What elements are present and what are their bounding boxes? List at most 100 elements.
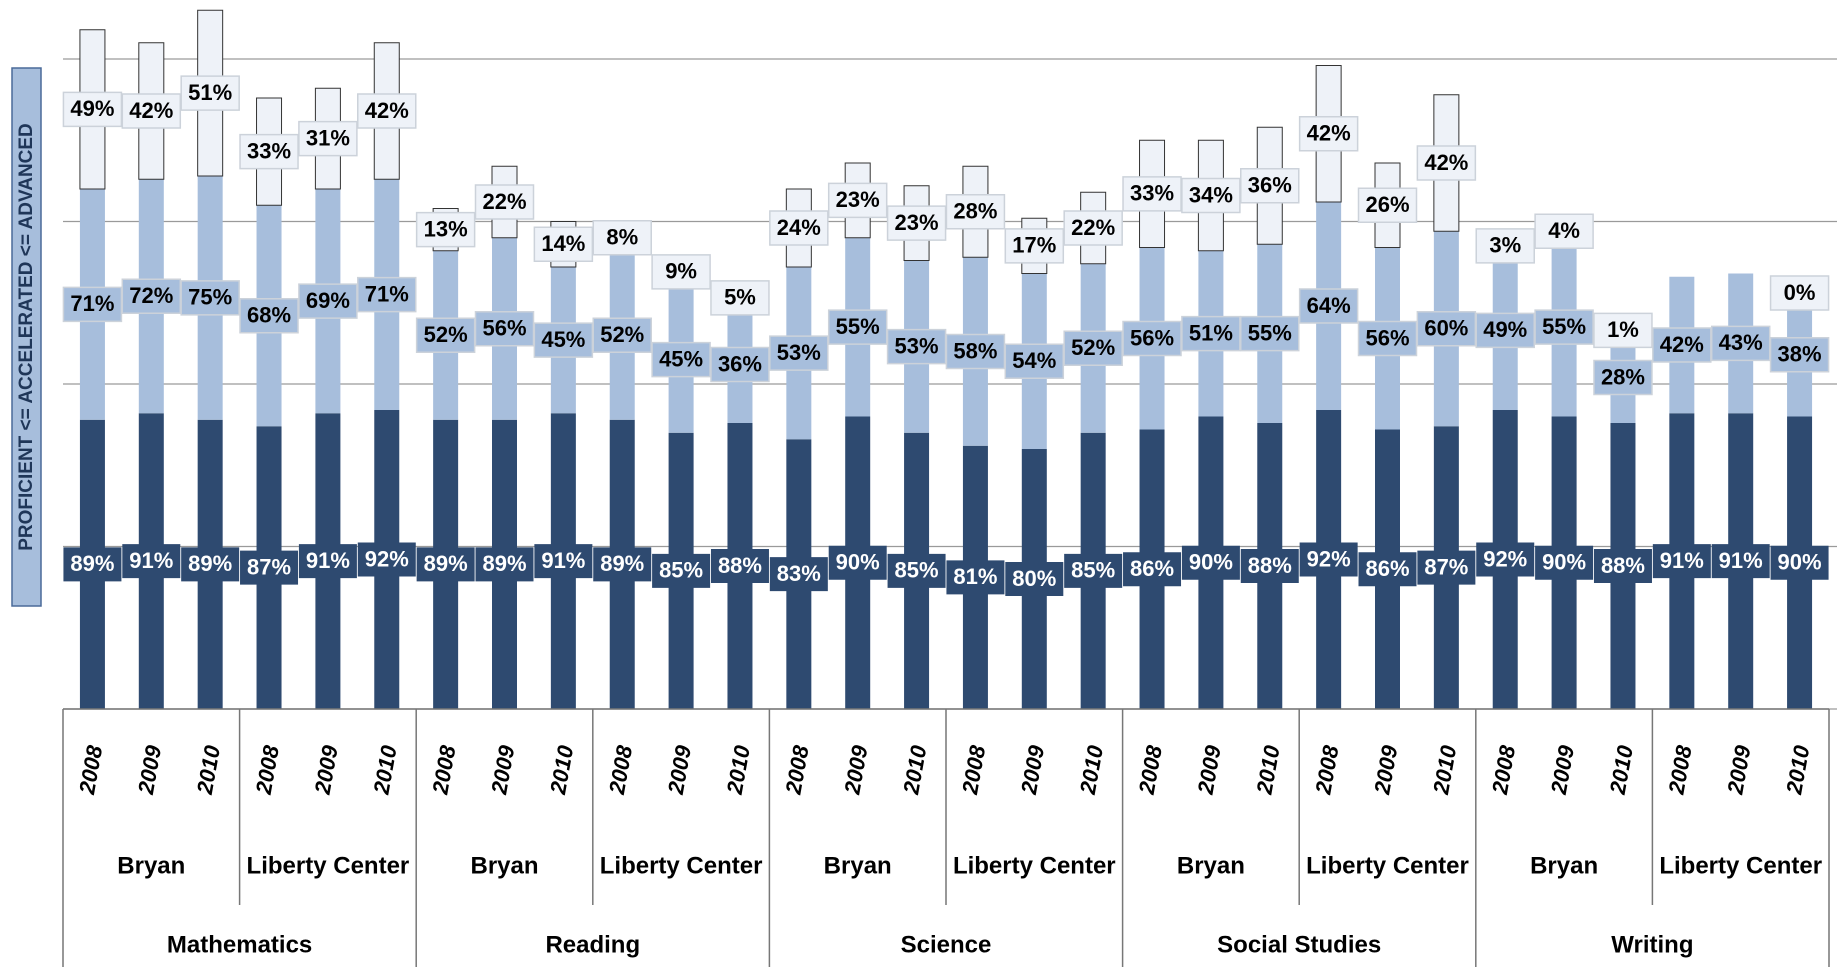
data-label-box xyxy=(1240,549,1299,583)
data-label: 8% xyxy=(606,225,638,250)
data-label: 22% xyxy=(1071,215,1115,240)
data-label-box xyxy=(121,93,182,129)
data-label-box xyxy=(298,544,357,579)
data-label-box xyxy=(357,276,417,313)
data-label-box xyxy=(1593,549,1652,583)
x-tick-label: 2010 xyxy=(1428,743,1461,797)
data-label: 36% xyxy=(1248,173,1292,198)
data-label: 55% xyxy=(1542,314,1586,339)
x-tick-label: 2010 xyxy=(1781,743,1814,797)
data-label: 34% xyxy=(1189,182,1233,207)
data-label: 51% xyxy=(1189,320,1233,345)
data-label: 90% xyxy=(1778,550,1822,575)
data-label: 45% xyxy=(541,327,585,352)
data-label-box xyxy=(62,286,123,323)
data-label: 87% xyxy=(247,554,291,579)
data-label-box xyxy=(710,549,769,583)
data-label-box xyxy=(1005,562,1064,596)
data-label-box xyxy=(1123,552,1182,587)
data-label-box xyxy=(886,328,947,365)
data-label-box xyxy=(1357,320,1418,357)
data-label: 53% xyxy=(895,333,939,358)
data-label: 83% xyxy=(777,561,821,586)
x-tick-label: 2008 xyxy=(1663,743,1696,797)
data-label-box xyxy=(593,547,652,582)
x-tick-label: 2008 xyxy=(1310,743,1343,797)
data-label: 52% xyxy=(424,322,468,347)
data-label: 71% xyxy=(365,281,409,306)
data-label: 3% xyxy=(1489,233,1521,258)
x-tick-label: 2010 xyxy=(1075,743,1108,797)
data-label: 28% xyxy=(953,199,997,224)
data-label-box xyxy=(1122,176,1182,212)
data-label-box xyxy=(886,205,947,241)
x-tick-label: 2008 xyxy=(780,743,813,797)
data-label: 55% xyxy=(1248,320,1292,345)
data-label-box xyxy=(1298,116,1359,152)
data-label-box xyxy=(651,341,711,378)
x-tick-label: 2008 xyxy=(1487,743,1520,797)
data-label: 14% xyxy=(541,231,585,256)
data-label: 86% xyxy=(1130,556,1174,581)
data-label: 36% xyxy=(718,351,762,376)
x-tick-label: 2009 xyxy=(1193,743,1226,797)
data-label-box xyxy=(1417,550,1476,585)
school-label: Liberty Center xyxy=(1659,852,1822,879)
data-label-box xyxy=(1770,545,1829,580)
data-label: 85% xyxy=(895,558,939,583)
data-label-box xyxy=(239,298,299,334)
data-label-box xyxy=(1181,545,1240,580)
data-label-box xyxy=(1475,228,1535,264)
data-label: 92% xyxy=(1483,546,1527,571)
data-label-box xyxy=(769,210,829,246)
data-label: 92% xyxy=(365,546,409,571)
data-label: 24% xyxy=(777,215,821,240)
data-label-box xyxy=(181,547,240,582)
data-label: 38% xyxy=(1778,342,1822,367)
data-label: 45% xyxy=(659,346,703,371)
x-tick-label: 2010 xyxy=(192,743,225,797)
data-label-box xyxy=(1593,312,1653,349)
data-label: 90% xyxy=(1542,550,1586,575)
subject-label: Writing xyxy=(1611,931,1693,958)
y-label-box xyxy=(11,67,42,607)
data-label-box xyxy=(1122,320,1182,357)
data-label: 52% xyxy=(600,322,644,347)
data-label-box xyxy=(1358,552,1417,587)
data-label: 56% xyxy=(1130,325,1174,350)
data-label: 13% xyxy=(424,216,468,241)
y-axis-label: PROFICIENT <= ACCELERATED <= ADVANCED xyxy=(16,123,37,551)
data-label: 85% xyxy=(1071,558,1115,583)
data-label-box xyxy=(1476,542,1535,577)
data-label: 23% xyxy=(836,187,880,212)
school-label: Liberty Center xyxy=(600,852,763,879)
data-label-box xyxy=(1240,315,1300,352)
data-label: 91% xyxy=(541,548,585,573)
data-label: 33% xyxy=(247,138,291,163)
data-label: 31% xyxy=(306,125,350,150)
x-tick-label: 2008 xyxy=(604,743,637,797)
x-tick-label: 2008 xyxy=(251,743,284,797)
data-label: 71% xyxy=(70,291,114,316)
data-label: 88% xyxy=(1248,553,1292,578)
data-label-box xyxy=(415,317,476,353)
data-label: 69% xyxy=(306,288,350,313)
data-label: 64% xyxy=(1307,293,1351,318)
school-label: Bryan xyxy=(1177,852,1245,879)
data-label: 4% xyxy=(1548,218,1580,243)
x-tick-label: 2009 xyxy=(310,743,343,797)
data-label: 33% xyxy=(1130,181,1174,206)
data-label: 89% xyxy=(188,551,232,576)
subject-label: Social Studies xyxy=(1217,931,1381,958)
data-label: 43% xyxy=(1719,330,1763,355)
data-label: 42% xyxy=(1307,121,1351,146)
data-label-box xyxy=(474,311,535,347)
data-label-box xyxy=(180,280,240,316)
data-label-box xyxy=(1063,210,1123,246)
data-label-box xyxy=(592,220,652,256)
data-label-box xyxy=(1534,309,1594,345)
data-label: 87% xyxy=(1424,554,1468,579)
school-label: Bryan xyxy=(1530,852,1598,879)
data-label-box xyxy=(1652,544,1711,579)
data-label: 54% xyxy=(1012,348,1056,373)
